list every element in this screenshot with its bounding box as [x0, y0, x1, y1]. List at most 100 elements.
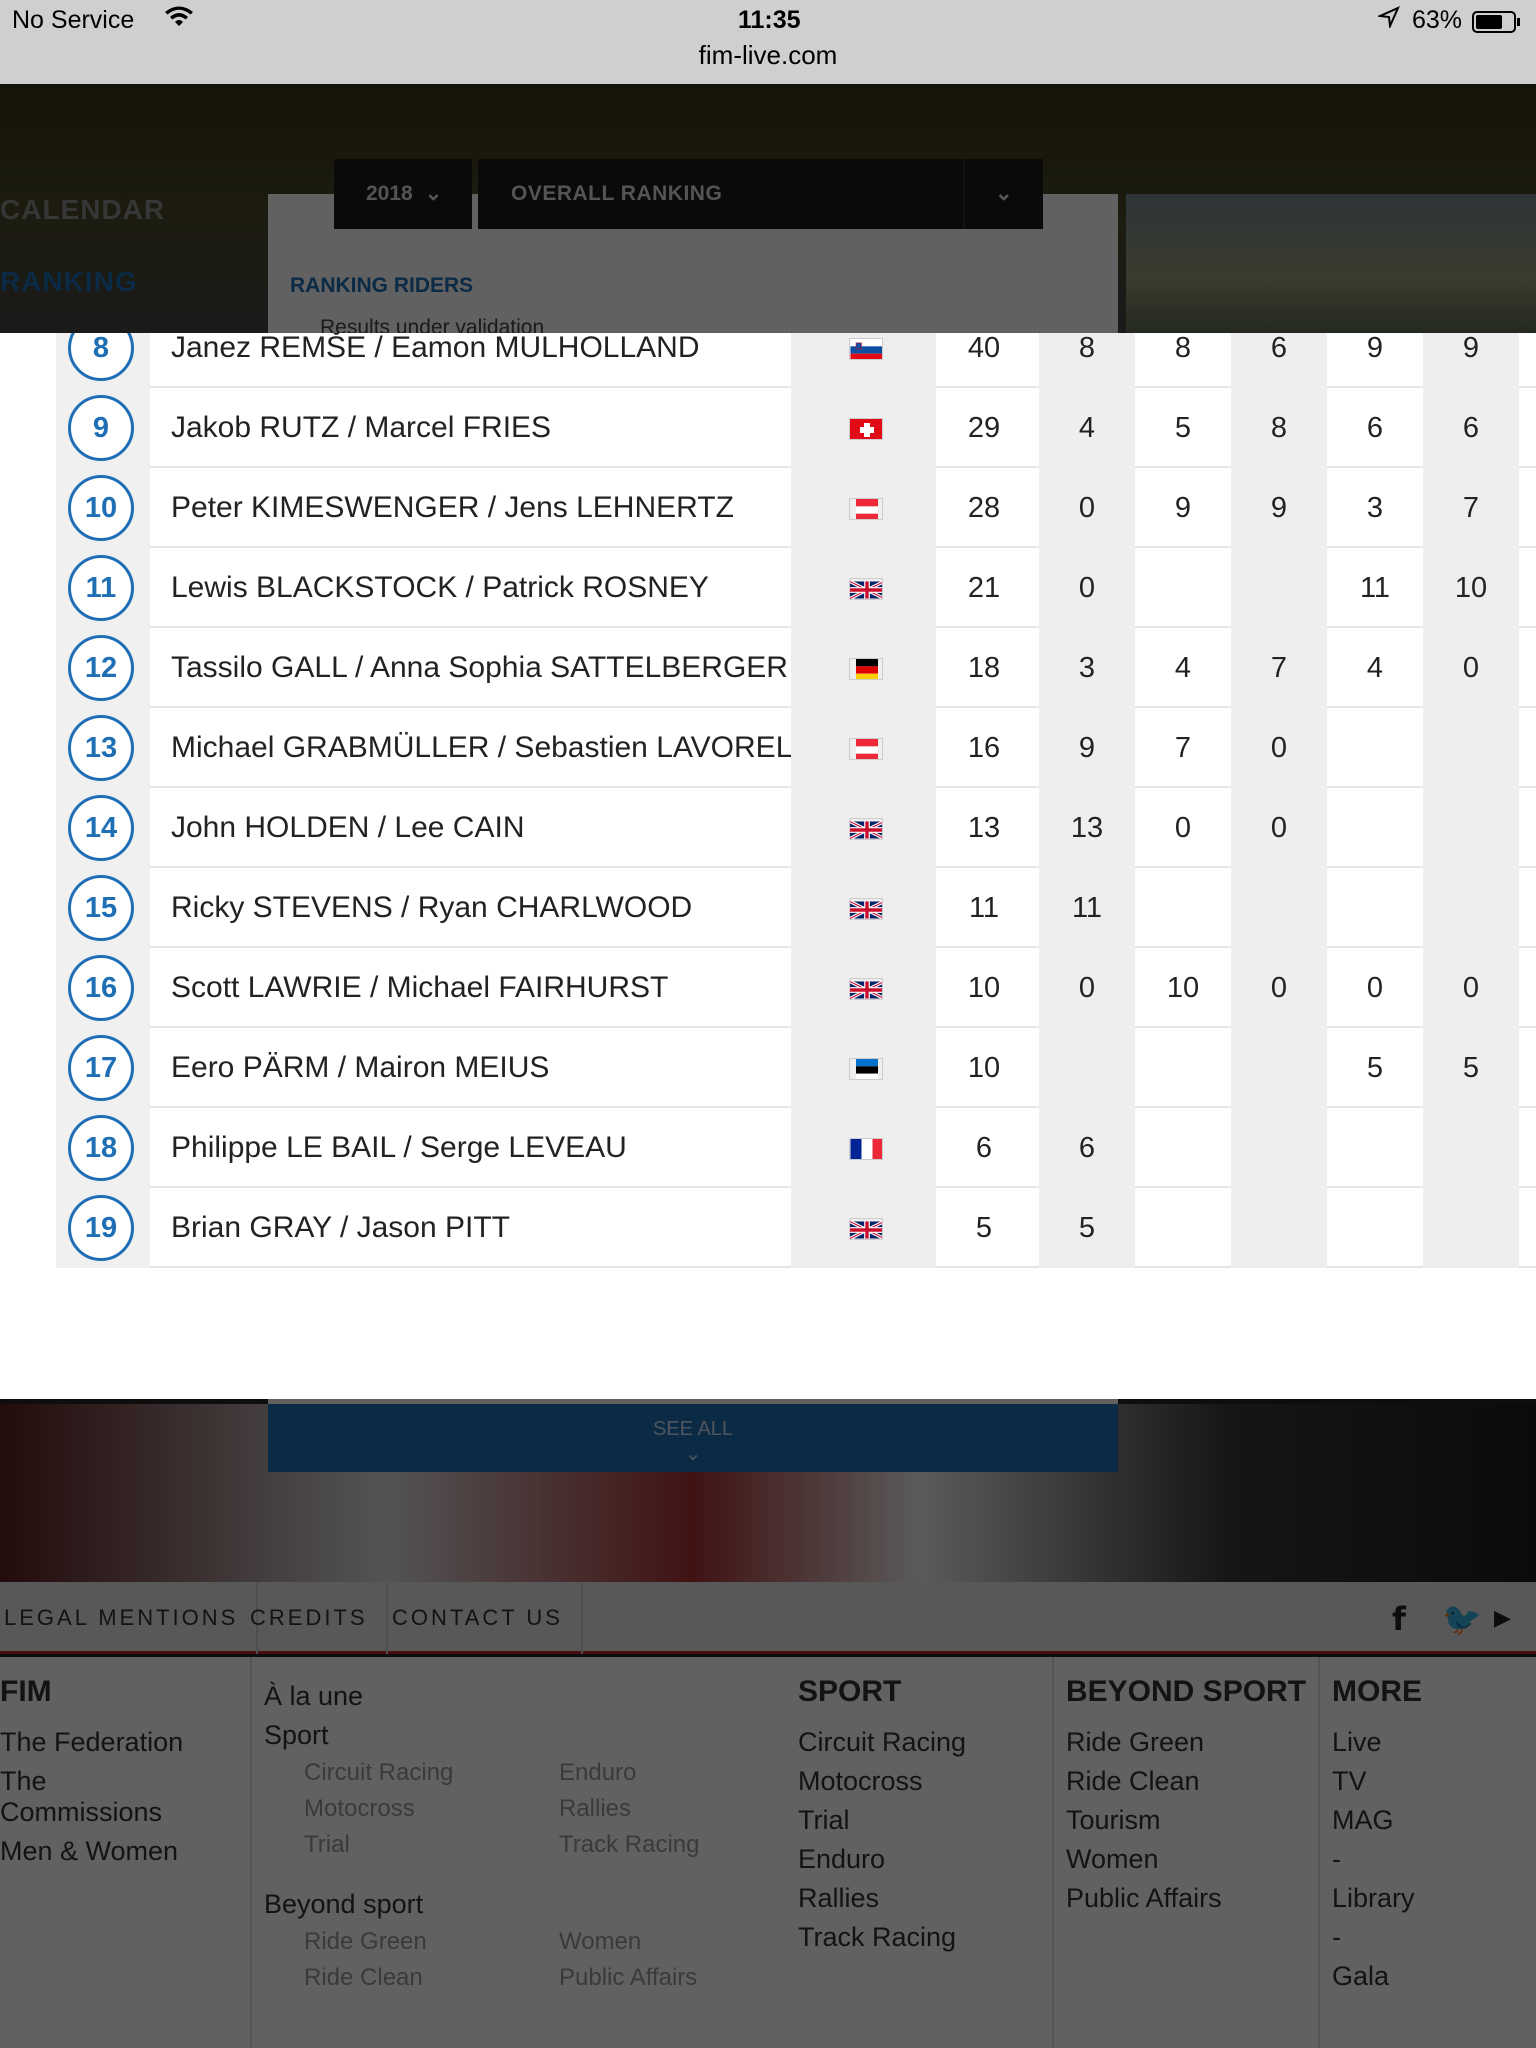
table-row[interactable]: 10 Peter KIMESWENGER / Jens LEHNERTZ 28 0 9 9…	[56, 468, 1536, 548]
footer-link-ride-green[interactable]: Ride Green	[1066, 1727, 1205, 1757]
footer-link-ride-clean[interactable]: Ride Clean	[1066, 1766, 1200, 1796]
total-points: 10	[967, 1052, 1001, 1084]
footer-col-sport: SPORT Circuit Racing Motocross Trial End…	[798, 1657, 1048, 1961]
footer-link-the[interactable]: The	[0, 1766, 47, 1796]
footer-link-credits[interactable]: CREDITS	[232, 1582, 388, 1654]
tab-ranking-riders[interactable]: RANKING RIDERS	[290, 274, 474, 297]
table-row[interactable]: 8 Janez REMŠE / Eamon MULHOLLAND 40 8 8 6 9 9	[56, 333, 1536, 388]
table-row[interactable]: 14 John HOLDEN / Lee CAIN 13 13 0 0	[56, 788, 1536, 868]
round-points: 6	[1231, 333, 1327, 388]
total-points: 5	[975, 1212, 993, 1244]
table-row[interactable]: 9 Jakob RUTZ / Marcel FRIES 29 4 5 8 6 6	[56, 388, 1536, 468]
footer-link-mag[interactable]: MAG	[1332, 1805, 1394, 1835]
footer-link-men-women[interactable]: Men & Women	[0, 1836, 179, 1866]
rider-names[interactable]: John HOLDEN / Lee CAIN	[171, 811, 525, 844]
round-points	[1327, 1108, 1423, 1188]
rider-names[interactable]: Ricky STEVENS / Ryan CHARLWOOD	[171, 891, 693, 924]
footer-link-beyond[interactable]: Beyond sport	[264, 1889, 424, 1919]
round-points: 0	[1231, 708, 1327, 788]
footer-link-contact[interactable]: CONTACT US	[374, 1582, 583, 1654]
url-bar[interactable]: fim-live.com	[698, 40, 838, 70]
footer-col-beyond: BEYOND SPORT Ride Green Ride Clean Touri…	[1052, 1657, 1312, 2048]
footer-sub-rallies[interactable]: Rallies	[559, 1795, 632, 1822]
round-points	[1231, 1188, 1327, 1268]
rider-names[interactable]: Lewis BLACKSTOCK / Patrick ROSNEY	[171, 571, 709, 604]
year-select[interactable]: 2018 ⌄	[334, 159, 472, 229]
table-row[interactable]: 16 Scott LAWRIE / Michael FAIRHURST 10 0 10 0…	[56, 948, 1536, 1028]
round-points: 5	[1366, 1052, 1384, 1084]
round-points	[1423, 868, 1519, 948]
footer-link-commissions[interactable]: Commissions	[0, 1797, 163, 1827]
table-row[interactable]: 17 Eero PÄRM / Mairon MEIUS 10 5 5	[56, 1028, 1536, 1108]
footer-link-trial[interactable]: Trial	[798, 1805, 850, 1835]
table-row[interactable]: 18 Philippe LE BAIL / Serge LEVEAU 6 6	[56, 1108, 1536, 1188]
table-row[interactable]: 15 Ricky STEVENS / Ryan CHARLWOOD 11 11	[56, 868, 1536, 948]
table-row[interactable]: 11 Lewis BLACKSTOCK / Patrick ROSNEY 21 0 11…	[56, 548, 1536, 628]
table-row[interactable]: 19 Brian GRAY / Jason PITT 5 5	[56, 1188, 1536, 1268]
footer-link-gala[interactable]: Gala	[1332, 1961, 1390, 1991]
footer-sub-enduro[interactable]: Enduro	[559, 1759, 637, 1786]
round-points: 0	[1174, 812, 1192, 844]
flag-cell	[791, 788, 936, 868]
footer-link-live[interactable]: Live	[1332, 1727, 1382, 1757]
slovenia-flag-icon	[849, 338, 883, 360]
footer-link-federation[interactable]: The Federation	[0, 1727, 184, 1757]
footer-link-public-affairs[interactable]: Public Affairs	[1066, 1883, 1222, 1913]
footer-sub-trial[interactable]: Trial	[304, 1831, 350, 1858]
round-points: 10	[1423, 548, 1519, 628]
round-points: 9	[1174, 492, 1192, 524]
rider-names[interactable]: Eero PÄRM / Mairon MEIUS	[171, 1051, 550, 1084]
footer-links-bar: LEGAL MENTIONS CREDITS CONTACT US f 🐦 ▶	[0, 1582, 1536, 1654]
flag-cell	[791, 708, 936, 788]
footer-link-enduro[interactable]: Enduro	[798, 1844, 886, 1874]
footer-link-library[interactable]: Library	[1332, 1883, 1415, 1913]
footer-sub-track[interactable]: Track Racing	[559, 1831, 700, 1858]
see-all-button[interactable]: SEE ALL ⌄	[268, 1404, 1118, 1472]
footer-link-legal[interactable]: LEGAL MENTIONS	[0, 1582, 259, 1654]
round-points	[1327, 1188, 1423, 1268]
ranking-modal[interactable]: 8 Janez REMŠE / Eamon MULHOLLAND 40 8 8 6 9 9 9 J…	[0, 333, 1536, 1399]
rider-names[interactable]: Jakob RUTZ / Marcel FRIES	[171, 411, 552, 444]
rider-names[interactable]: Tassilo GALL / Anna Sophia SATTELBERGER	[171, 651, 788, 684]
ranking-type-select[interactable]: OVERALL RANKING ⌄	[478, 159, 1043, 229]
rider-names[interactable]: Scott LAWRIE / Michael FAIRHURST	[171, 971, 669, 1004]
footer-sub-women[interactable]: Women	[559, 1928, 642, 1955]
twitter-icon[interactable]: 🐦	[1442, 1600, 1482, 1638]
nav-calendar[interactable]: CALENDAR	[0, 194, 166, 225]
footer-link-tourism[interactable]: Tourism	[1066, 1805, 1161, 1835]
flag-cell	[791, 1188, 936, 1268]
round-points	[1327, 708, 1423, 788]
footer-sub-motocross[interactable]: Motocross	[304, 1795, 415, 1822]
footer-sub-ride-green[interactable]: Ride Green	[304, 1928, 427, 1955]
footer-link-sport[interactable]: Sport	[264, 1720, 329, 1750]
footer-sub-ride-clean[interactable]: Ride Clean	[304, 1964, 423, 1991]
total-points: 40	[967, 333, 1001, 364]
footer-link-women[interactable]: Women	[1066, 1844, 1159, 1874]
nav-ranking[interactable]: RANKING	[0, 266, 138, 297]
round-points: 9	[1039, 708, 1135, 788]
chevron-down-icon: ⌄	[963, 159, 1043, 229]
table-row[interactable]: 12 Tassilo GALL / Anna Sophia SATTELBERGE…	[56, 628, 1536, 708]
rider-names[interactable]: Michael GRABMÜLLER / Sebastien LAVOREL	[171, 731, 793, 764]
table-row[interactable]: 13 Michael GRABMÜLLER / Sebastien LAVOREL…	[56, 708, 1536, 788]
rider-names[interactable]: Brian GRAY / Jason PITT	[171, 1211, 511, 1244]
footer-sub-circuit[interactable]: Circuit Racing	[304, 1759, 454, 1786]
footer-link-tv[interactable]: TV	[1332, 1766, 1367, 1796]
flag-cell	[791, 468, 936, 548]
footer-link-motocross[interactable]: Motocross	[798, 1766, 923, 1796]
rider-names[interactable]: Peter KIMESWENGER / Jens LEHNERTZ	[171, 491, 734, 524]
facebook-icon[interactable]: f	[1392, 1600, 1406, 1638]
footer-link-rallies[interactable]: Rallies	[798, 1883, 880, 1913]
track-photo	[1126, 194, 1536, 334]
rider-names[interactable]: Philippe LE BAIL / Serge LEVEAU	[171, 1131, 627, 1164]
footer-link-circuit[interactable]: Circuit Racing	[798, 1727, 967, 1757]
footer-link-a-la-une[interactable]: À la une	[264, 1681, 364, 1711]
flag-cell	[791, 548, 936, 628]
round-points: 10	[1166, 972, 1200, 1004]
footer-link-track[interactable]: Track Racing	[798, 1922, 957, 1952]
rider-names[interactable]: Janez REMŠE / Eamon MULHOLLAND	[171, 333, 700, 364]
round-points: 0	[1366, 972, 1384, 1004]
youtube-icon[interactable]: ▶	[1494, 1606, 1511, 1631]
footer-columns: FIM The Federation The Commissions Men &…	[0, 1657, 1536, 2048]
footer-sub-public-affairs[interactable]: Public Affairs	[559, 1964, 698, 1991]
